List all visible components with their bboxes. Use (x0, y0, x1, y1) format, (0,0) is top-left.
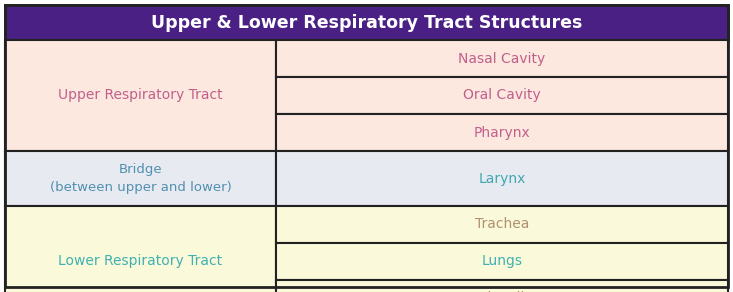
Text: Nasal Cavity: Nasal Cavity (458, 51, 545, 65)
Bar (5, 206, 276, 292)
Text: Alveoli: Alveoli (479, 291, 526, 292)
Text: Bridge
(between upper and lower): Bridge (between upper and lower) (50, 163, 232, 194)
Text: Trachea: Trachea (475, 218, 529, 232)
Bar (276, 40, 728, 77)
Text: Upper Respiratory Tract: Upper Respiratory Tract (58, 88, 223, 102)
Text: Lower Respiratory Tract: Lower Respiratory Tract (59, 255, 223, 269)
Bar (276, 243, 728, 280)
Text: Pharynx: Pharynx (474, 126, 531, 140)
Text: Upper & Lower Respiratory Tract Structures: Upper & Lower Respiratory Tract Structur… (151, 13, 582, 32)
Bar (276, 151, 728, 206)
Text: Oral Cavity: Oral Cavity (463, 88, 541, 102)
Text: Larynx: Larynx (479, 171, 526, 185)
Bar (276, 206, 728, 243)
Bar (5, 5, 728, 40)
Bar (5, 40, 276, 151)
Text: Lungs: Lungs (482, 255, 523, 269)
Bar (276, 280, 728, 292)
Bar (276, 77, 728, 114)
Bar (276, 114, 728, 151)
Bar (5, 151, 276, 206)
